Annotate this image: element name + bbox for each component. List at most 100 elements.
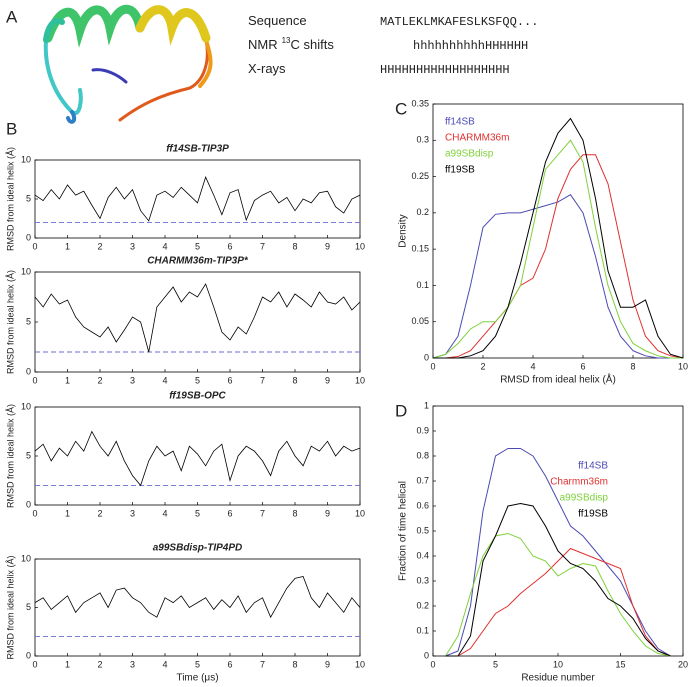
y-tick-label: 0.9 [416, 425, 429, 435]
panel-label: A [6, 7, 18, 26]
x-tick-label: 0 [32, 375, 37, 385]
y-tick-label: 5 [26, 316, 31, 326]
x-tick-label: 0 [32, 241, 37, 251]
x-tick-label: 15 [615, 659, 625, 669]
x-tick-label: 10 [355, 508, 365, 518]
y-axis-label: Fraction of time helical [398, 481, 409, 581]
y-tick-label: 10 [21, 553, 31, 563]
y-tick-label: 0.2 [416, 600, 429, 610]
x-tick-label: 3 [130, 508, 135, 518]
x-tick-label: 6 [227, 241, 232, 251]
superscript: 13 [282, 36, 291, 45]
plot-frame [34, 159, 361, 239]
data-line [433, 117, 684, 359]
x-tick-label: 0 [430, 361, 435, 371]
y-tick-label: 10 [21, 401, 31, 411]
y-tick-label: 0.25 [411, 171, 429, 181]
y-tick-label: 0.3 [416, 135, 429, 145]
x-tick-label: 3 [130, 375, 135, 385]
x-tick-label: 9 [325, 375, 330, 385]
x-tick-label: 7 [260, 508, 265, 518]
data-line [34, 283, 361, 353]
y-axis-label: RMSD from ideal helix (Å) [5, 555, 15, 659]
data-line [432, 194, 683, 359]
x-tick-label: 8 [292, 659, 297, 669]
row-label: X-rays [248, 61, 286, 76]
x-tick-label: 6 [227, 659, 232, 669]
plot-frame [34, 406, 361, 506]
x-tick-label: 10 [355, 659, 365, 669]
legend-entry: ff14SB [578, 461, 608, 472]
y-tick-label: 0.1 [416, 280, 429, 290]
chart-title: CHARMM36m-TIP3P* [147, 256, 249, 267]
x-tick-label: 9 [325, 659, 330, 669]
y-tick-label: 0 [424, 650, 429, 660]
data-line [432, 139, 683, 359]
y-tick-label: 0 [26, 650, 31, 660]
x-tick-label: 2 [97, 659, 102, 669]
chart-title: a99SBdisp-TIP4PD [153, 543, 242, 554]
y-axis-label: Density [398, 214, 409, 247]
x-tick-label: 5 [195, 508, 200, 518]
row-value: MATLEKLMKAFESLKSFQQ... [380, 15, 538, 29]
y-tick-label: 10 [21, 266, 31, 276]
x-tick-label: 8 [292, 508, 297, 518]
x-tick-label: 4 [162, 375, 167, 385]
plot-frame [34, 271, 361, 373]
x-tick-label: 3 [130, 659, 135, 669]
y-tick-label: 0.8 [416, 450, 429, 460]
panel-label: C [395, 99, 407, 118]
row-label: Sequence [248, 13, 307, 28]
x-tick-label: 8 [630, 361, 635, 371]
plot-frame [432, 405, 684, 657]
legend-entry: ff19SB [445, 165, 475, 176]
row-label-suffix: C shifts [291, 37, 335, 52]
x-tick-label: 8 [292, 241, 297, 251]
legend-entry: Charmm36m [550, 477, 608, 488]
data-line [433, 154, 684, 359]
y-axis-label: RMSD from ideal helix (Å) [5, 270, 15, 374]
sequence-table: A Sequence MATLEKLMKAFESLKSFQQ... NMR 13C sh… [6, 7, 538, 77]
x-tick-label: 6 [227, 375, 232, 385]
y-tick-label: 0.35 [411, 98, 429, 108]
data-line [34, 176, 361, 222]
x-axis-label: RMSD from ideal helix (Å) [500, 373, 616, 386]
y-tick-label: 0.6 [416, 500, 429, 510]
x-tick-label: 2 [97, 375, 102, 385]
protein-structure [43, 4, 213, 124]
legend-entry: a99SBdisp [445, 149, 494, 160]
x-tick-label: 20 [678, 659, 688, 669]
x-tick-label: 7 [260, 241, 265, 251]
x-tick-label: 1 [65, 241, 70, 251]
x-axis-label: Time (μs) [176, 673, 218, 684]
panel-label: B [6, 119, 17, 138]
y-tick-label: 0.3 [416, 575, 429, 585]
data-line [445, 532, 671, 657]
x-tick-label: 5 [493, 659, 498, 669]
x-tick-label: 5 [195, 241, 200, 251]
y-tick-label: 0 [26, 499, 31, 509]
x-tick-label: 0 [430, 659, 435, 669]
x-tick-label: 3 [130, 241, 135, 251]
y-tick-label: 0 [26, 232, 31, 242]
y-tick-label: 0.1 [416, 625, 429, 635]
x-axis-label: Residue number [521, 673, 595, 684]
x-tick-label: 1 [65, 659, 70, 669]
y-tick-label: 5 [26, 193, 31, 203]
plot-frame [432, 103, 684, 359]
row-label-text: Sequence [248, 13, 307, 28]
x-tick-label: 7 [260, 375, 265, 385]
chart-title: ff14SB-TIP3P [166, 144, 229, 155]
y-tick-label: 0.05 [411, 316, 429, 326]
y-tick-label: 10 [21, 154, 31, 164]
data-line [34, 575, 361, 619]
x-tick-label: 1 [65, 375, 70, 385]
y-tick-label: 5 [26, 602, 31, 612]
x-tick-label: 1 [65, 508, 70, 518]
row-label: NMR 13C shifts [248, 36, 334, 52]
x-tick-label: 5 [195, 659, 200, 669]
x-tick-label: 2 [97, 241, 102, 251]
y-tick-label: 0.4 [416, 550, 429, 560]
y-tick-label: 0 [424, 352, 429, 362]
